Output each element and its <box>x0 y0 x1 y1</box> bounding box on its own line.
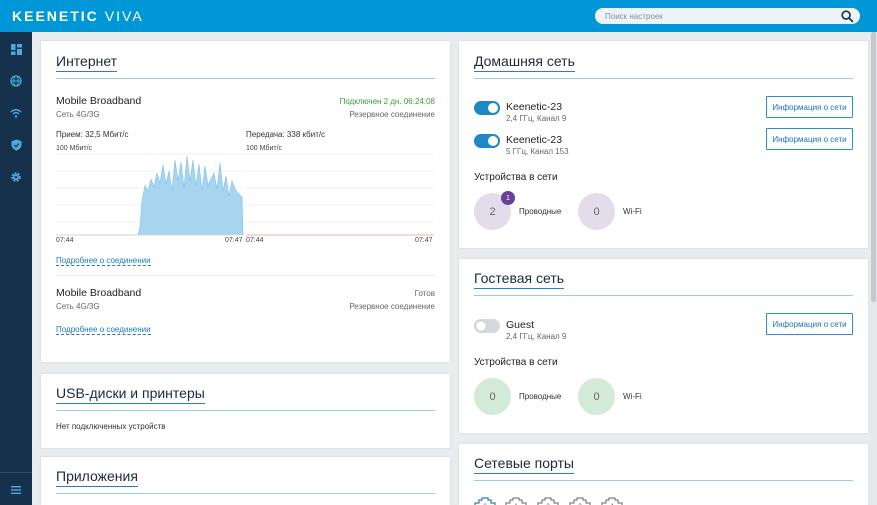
search-input[interactable] <box>605 9 830 23</box>
devices-title: Устройства в сети <box>474 172 558 183</box>
shield-icon <box>11 139 21 151</box>
tx-time-end: 07:47 <box>415 237 433 244</box>
connection-type: Сеть 4G/3G <box>56 302 100 311</box>
title-divider <box>56 410 435 411</box>
wifi-toggle[interactable] <box>474 101 500 115</box>
internet-title: Интернет <box>56 53 118 72</box>
connection-role: Резервное соединение <box>349 302 435 311</box>
guest-network-card: Гостевая сеть Guest 2,4 ГГц, Канал 9 Инф… <box>459 259 868 433</box>
devices-title: Устройства в сети <box>474 357 558 368</box>
title-divider <box>474 295 853 296</box>
toggle-knob <box>488 136 498 146</box>
logo-model: VIVA <box>104 8 144 24</box>
port-icon-1[interactable]: 1 <box>505 497 527 505</box>
wifi-toggle[interactable] <box>474 134 500 148</box>
sidebar <box>0 32 32 505</box>
home-network-card: Домашняя сеть Keenetic-23 2,4 ГГц, Канал… <box>459 41 868 248</box>
wifi-ssid: Keenetic-23 <box>506 134 563 146</box>
wired-label: Проводные <box>519 207 562 216</box>
wifi-ssid: Keenetic-23 <box>506 101 563 113</box>
wifi-label: Wi-Fi <box>623 392 642 401</box>
connection-divider <box>56 275 435 276</box>
gear-icon <box>11 172 21 182</box>
connection-name: Mobile Broadband <box>56 287 142 299</box>
hamburger-icon[interactable] <box>8 482 24 498</box>
page-scrollbar[interactable] <box>870 32 877 505</box>
logo-brand: KEENETIC <box>12 8 99 24</box>
search-icon[interactable] <box>841 10 854 23</box>
tx-time-start: 07:44 <box>246 237 264 244</box>
guest-wifi-toggle[interactable] <box>474 319 500 333</box>
wifi-label: Wi-Fi <box>623 207 642 216</box>
wired-label: Проводные <box>519 392 562 401</box>
connection-status: Подключен 2 дн. 06:24:08 <box>339 97 435 106</box>
usb-card: USB-диски и принтеры Нет подключенных ус… <box>41 374 450 448</box>
sidebar-item-wifi[interactable] <box>8 105 24 121</box>
title-divider <box>474 78 853 79</box>
connection-status: Готов <box>414 289 435 298</box>
usb-title: USB-диски и принтеры <box>56 385 205 404</box>
sidebar-item-settings[interactable] <box>8 169 24 185</box>
sidebar-divider <box>0 472 32 473</box>
connection-details-link[interactable]: Подробнее о соединении <box>56 325 151 335</box>
port-icon-4[interactable]: 4 <box>601 497 623 505</box>
globe-icon <box>10 75 22 87</box>
toggle-knob <box>488 103 498 113</box>
connection-name: Mobile Broadband <box>56 95 142 107</box>
usb-empty-text: Нет подключенных устройств <box>56 422 166 431</box>
title-divider <box>56 78 435 79</box>
tx-scale: 100 Мбит/с <box>246 145 283 152</box>
wifi-ssid: Guest <box>506 319 535 331</box>
wifi-icon <box>10 109 22 118</box>
wifi-details: 2,4 ГГц, Канал 9 <box>506 114 567 123</box>
rx-area <box>56 155 244 236</box>
wifi-details: 2,4 ГГц, Канал 9 <box>506 332 567 341</box>
rx-rate: Прием: 32,5 Мбит/с <box>56 130 129 139</box>
network-ports-title: Сетевые порты <box>474 455 574 474</box>
wifi-devices-count[interactable]: 0 <box>578 378 615 415</box>
connection-type: Сеть 4G/3G <box>56 110 100 119</box>
port-icon-2[interactable]: 2 <box>537 497 559 505</box>
network-info-button[interactable]: Информация о сети <box>766 96 853 118</box>
search-box <box>595 8 860 24</box>
top-bar: KEENETIC VIVA <box>0 0 877 32</box>
apps-title: Приложения <box>56 468 138 487</box>
title-divider <box>56 493 435 494</box>
sidebar-item-security[interactable] <box>8 137 24 153</box>
rx-time-end: 07:47 <box>225 237 243 244</box>
sidebar-item-internet[interactable] <box>8 73 24 89</box>
wifi-devices-count[interactable]: 0 <box>578 193 615 230</box>
internet-card: Интернет Mobile Broadband Сеть 4G/3G Под… <box>41 41 450 362</box>
wifi-details: 5 ГГц, Канал 153 <box>506 147 569 156</box>
traffic-chart <box>56 153 434 236</box>
tx-rate: Передача: 338 кбит/с <box>246 130 326 139</box>
port-icon-0[interactable]: 0 <box>474 497 496 505</box>
toggle-knob <box>476 321 486 331</box>
home-network-title: Домашняя сеть <box>474 53 575 72</box>
connection-details-link[interactable]: Подробнее о соединении <box>56 256 151 266</box>
new-device-badge: 1 <box>501 191 515 205</box>
network-ports-card: Сетевые порты <box>459 444 868 505</box>
sidebar-item-dashboard[interactable] <box>8 41 24 57</box>
dashboard-icon <box>10 43 22 55</box>
title-divider <box>474 480 853 481</box>
apps-card: Приложения <box>41 457 450 505</box>
logo[interactable]: KEENETIC VIVA <box>12 8 144 24</box>
scrollbar-thumb[interactable] <box>871 32 876 302</box>
network-info-button[interactable]: Информация о сети <box>766 128 853 150</box>
wired-devices-count[interactable]: 0 <box>474 378 511 415</box>
network-info-button[interactable]: Информация о сети <box>766 313 853 335</box>
rx-scale: 100 Мбит/с <box>56 145 93 152</box>
rx-time-start: 07:44 <box>56 237 74 244</box>
guest-network-title: Гостевая сеть <box>474 270 565 289</box>
connection-role: Резервное соединение <box>349 110 435 119</box>
port-icon-3[interactable]: 3 <box>569 497 591 505</box>
